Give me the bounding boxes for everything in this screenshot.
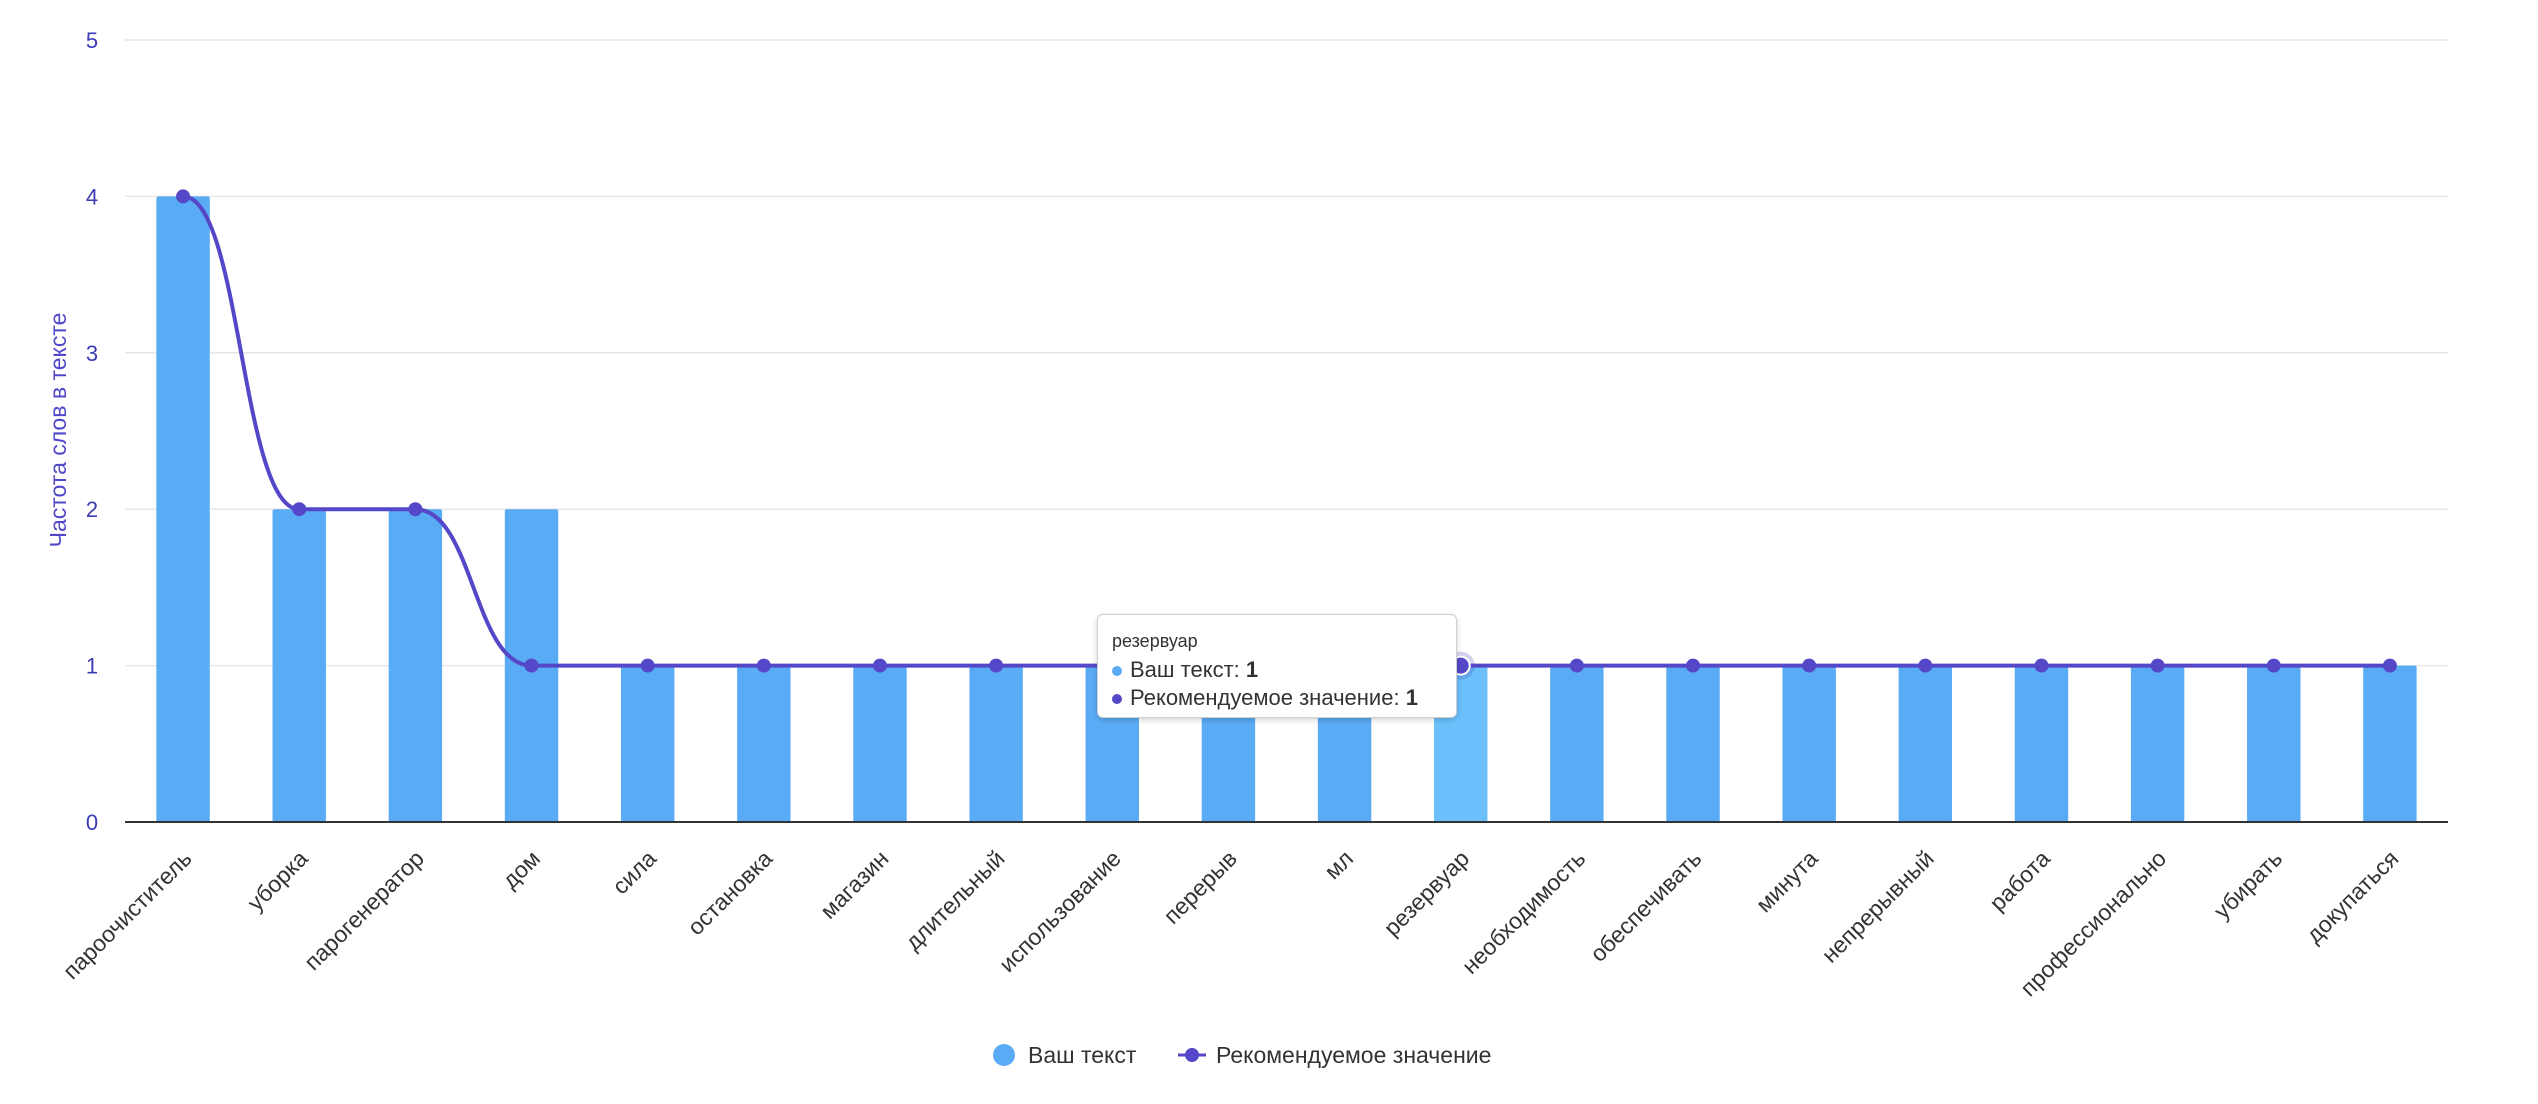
x-tick-label: перерыв (1158, 845, 1242, 929)
line-point[interactable] (872, 658, 887, 673)
line-point[interactable] (2266, 658, 2281, 673)
bar[interactable] (1782, 665, 1836, 822)
legend-bar-marker (993, 1044, 1015, 1066)
line-point[interactable] (524, 658, 539, 673)
y-tick-label: 1 (86, 654, 98, 679)
x-tick-label: длительный (900, 845, 1010, 955)
y-tick-label: 0 (86, 810, 98, 835)
bar[interactable] (2130, 665, 2185, 822)
grid (125, 39, 2448, 667)
x-tick-label: использование (994, 845, 1126, 977)
tooltip-line-value: 1 (1405, 685, 1418, 710)
bar[interactable] (1666, 665, 1720, 822)
x-tick-label: необходимость (1457, 845, 1591, 979)
x-tick-label: дом (497, 845, 545, 893)
bar[interactable] (620, 665, 675, 822)
x-tick-label: пароочиститель (58, 845, 197, 984)
y-tick-label: 5 (86, 28, 98, 53)
line-point[interactable] (1569, 658, 1584, 673)
x-tick-label: магазин (815, 845, 894, 924)
line-point[interactable] (2382, 658, 2397, 673)
tooltip-bar-label: Ваш текст: (1130, 657, 1246, 682)
bar[interactable] (2014, 665, 2069, 822)
line-point[interactable] (989, 658, 1004, 673)
x-tick-label: работа (1984, 845, 2055, 916)
bar[interactable] (737, 665, 791, 822)
x-tick-label: обеспечивать (1585, 845, 1707, 967)
x-tick-label: докупаться (2301, 845, 2404, 948)
x-tick-label: непрерывный (1816, 845, 1938, 967)
bar[interactable] (388, 509, 443, 822)
bar[interactable] (853, 665, 907, 822)
x-tick-label: минута (1751, 845, 1823, 917)
tooltip-line-dot (1112, 694, 1122, 705)
legend-item-line[interactable]: Рекомендуемое значение (1178, 1042, 1491, 1068)
tooltip-bar-value: 1 (1245, 657, 1259, 682)
x-tick-label: сила (607, 845, 661, 899)
x-tick-label: уборка (242, 845, 313, 916)
x-tick-label: убирать (2209, 845, 2288, 924)
bar[interactable] (1898, 665, 1953, 822)
x-tick-label: парогенератор (299, 845, 429, 975)
bar[interactable] (272, 509, 326, 822)
tooltip: резервуар Ваш текст: 1 Рекомендуемое зна… (1097, 614, 1457, 718)
legend-item-bar[interactable]: Ваш текст (993, 1042, 1137, 1068)
x-tick-label: остановка (682, 845, 777, 940)
legend-bar-label: Ваш текст (1028, 1042, 1137, 1068)
y-tick-label: 3 (86, 341, 98, 366)
line-point[interactable] (1918, 658, 1933, 673)
tooltip-row-line: Рекомендуемое значение: 1 (1112, 684, 1442, 712)
tooltip-title: резервуар (1112, 631, 1198, 651)
y-tick-label: 4 (86, 184, 98, 209)
tooltip-row-bar: Ваш текст: 1 (1112, 656, 1442, 684)
x-tick-label: мл (1319, 845, 1358, 884)
line-point[interactable] (408, 502, 423, 517)
y-axis-ticks: 0 1 2 3 4 5 (86, 28, 98, 835)
bar[interactable] (156, 196, 210, 822)
y-tick-label: 2 (86, 497, 98, 522)
line-point[interactable] (2034, 658, 2049, 673)
legend-line-label: Рекомендуемое значение (1216, 1042, 1491, 1068)
legend-line-dot (1185, 1048, 1199, 1062)
bar[interactable] (2247, 665, 2301, 822)
bar[interactable] (1550, 665, 1604, 822)
tooltip-bar-dot (1112, 666, 1122, 677)
line-point[interactable] (640, 658, 655, 673)
line-point[interactable] (292, 502, 307, 517)
line-point[interactable] (1802, 658, 1817, 673)
bar[interactable] (969, 665, 1023, 822)
x-tick-label: резервуар (1378, 845, 1474, 941)
line-point[interactable] (176, 189, 191, 204)
line-point[interactable] (1686, 658, 1701, 673)
y-axis-label: Частота слов в тексте (45, 313, 71, 548)
tooltip-line-label: Рекомендуемое значение: (1130, 685, 1406, 710)
line-point[interactable] (756, 658, 771, 673)
legend: Ваш текст Рекомендуемое значение (993, 1042, 1491, 1068)
line-point[interactable] (2150, 658, 2165, 673)
bar[interactable] (2363, 665, 2417, 822)
